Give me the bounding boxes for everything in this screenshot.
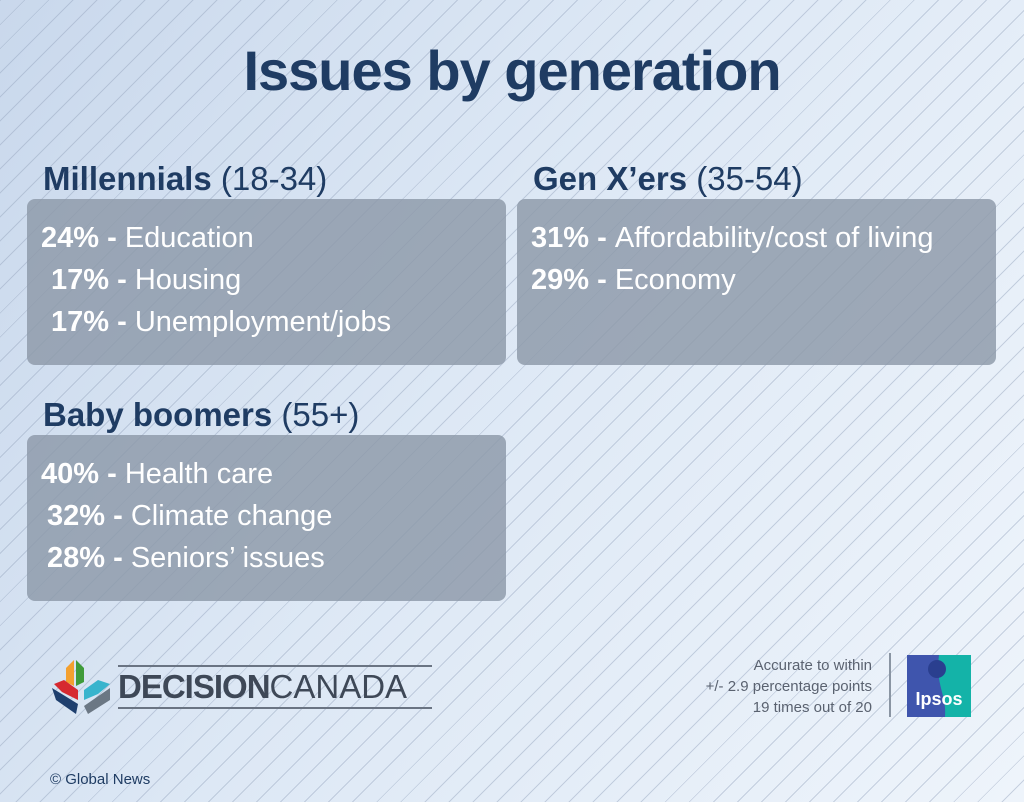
genx-box: 31% - Affordability/cost of living 29% -… [517, 199, 996, 365]
copyright: © Global News [50, 771, 151, 788]
issue-row: 31% - Affordability/cost of living [531, 222, 934, 254]
boomers-heading: Baby boomers (55+) [43, 396, 360, 433]
boomers-box: 40% - Health care 32% - Climate change 2… [27, 435, 506, 601]
ipsos-logo: Ipsos [907, 655, 971, 717]
millennials-box: 24% - Education 17% - Housing 17% - Unem… [27, 199, 506, 365]
genx-heading: Gen X’ers (35-54) [533, 160, 803, 197]
decision-canada-logo: DECISIONCANADA [118, 665, 432, 709]
issue-row: 17% - Housing [51, 264, 242, 296]
issue-row: 40% - Health care [41, 458, 274, 490]
accuracy-note: Accurate to within +/- 2.9 percentage poi… [705, 657, 872, 716]
issue-row: 32% - Climate change [47, 500, 333, 532]
page-title: Issues by generation [243, 39, 781, 102]
issue-row: 29% - Economy [531, 264, 736, 296]
issue-row: 17% - Unemployment/jobs [51, 306, 392, 338]
issue-row: 28% - Seniors’ issues [47, 542, 325, 574]
issue-row: 24% - Education [41, 222, 254, 254]
svg-text:Ipsos: Ipsos [915, 689, 962, 709]
divider [889, 653, 891, 717]
maple-leaf-icon [52, 660, 110, 714]
millennials-heading: Millennials (18-34) [43, 160, 328, 197]
